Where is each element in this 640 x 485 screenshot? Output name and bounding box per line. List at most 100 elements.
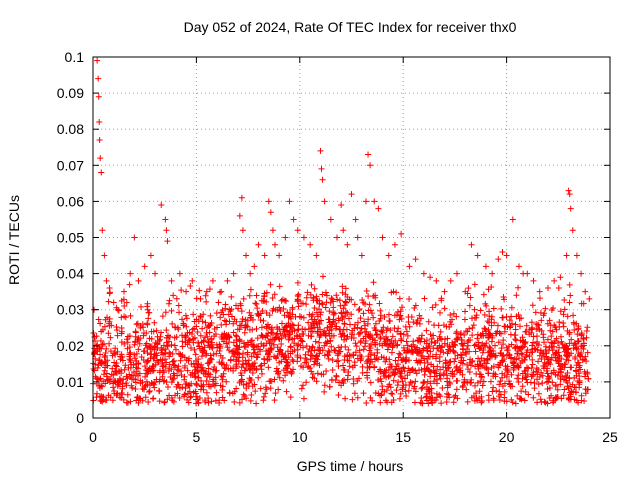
- data-point: [94, 57, 101, 64]
- data-point: [247, 270, 254, 277]
- data-point: [405, 387, 412, 394]
- data-point: [96, 393, 103, 400]
- data-point: [253, 325, 260, 332]
- data-point: [350, 351, 357, 358]
- data-point: [549, 379, 556, 386]
- data-point: [380, 370, 387, 377]
- data-point: [369, 335, 376, 342]
- data-point: [471, 314, 478, 321]
- data-point: [171, 362, 178, 369]
- data-point: [143, 340, 150, 347]
- data-point: [249, 326, 256, 333]
- data-point: [532, 346, 539, 353]
- data-point: [191, 370, 198, 377]
- data-point: [340, 305, 347, 312]
- data-point: [98, 383, 105, 390]
- data-point: [156, 398, 163, 405]
- data-point: [283, 363, 290, 370]
- data-point: [381, 314, 388, 321]
- data-point: [417, 338, 424, 345]
- data-point: [230, 353, 237, 360]
- data-point: [398, 374, 405, 381]
- data-point: [508, 371, 515, 378]
- data-point: [379, 329, 386, 336]
- data-point: [327, 216, 334, 223]
- data-point: [335, 344, 342, 351]
- data-point: [327, 299, 334, 306]
- data-point: [430, 332, 437, 339]
- data-point: [244, 317, 251, 324]
- data-point: [363, 328, 370, 335]
- data-point: [497, 391, 504, 398]
- data-point: [154, 345, 161, 352]
- data-point: [437, 393, 444, 400]
- data-point: [571, 374, 578, 381]
- data-point: [318, 371, 325, 378]
- data-point: [269, 294, 276, 301]
- data-point: [523, 322, 530, 329]
- data-point: [462, 308, 469, 315]
- data-point: [219, 386, 226, 393]
- data-point: [263, 298, 270, 305]
- data-point: [528, 364, 535, 371]
- data-point: [225, 347, 232, 354]
- data-point: [396, 395, 403, 402]
- data-point: [236, 351, 243, 358]
- data-point: [533, 365, 540, 372]
- data-point: [584, 349, 591, 356]
- data-point: [451, 341, 458, 348]
- data-point: [427, 274, 434, 281]
- data-point: [330, 311, 337, 318]
- data-point: [530, 369, 537, 376]
- data-point: [440, 322, 447, 329]
- data-point: [357, 352, 364, 359]
- data-point: [516, 323, 523, 330]
- data-point: [166, 365, 173, 372]
- data-point: [323, 292, 330, 299]
- data-point: [566, 340, 573, 347]
- data-point: [124, 339, 131, 346]
- data-point: [364, 360, 371, 367]
- data-point: [391, 325, 398, 332]
- data-point: [169, 320, 176, 327]
- data-point: [528, 373, 535, 380]
- data-point: [367, 394, 374, 401]
- data-point: [583, 358, 590, 365]
- data-point: [396, 350, 403, 357]
- data-point: [197, 312, 204, 319]
- data-point: [364, 372, 371, 379]
- data-point: [264, 356, 271, 363]
- data-point: [266, 312, 273, 319]
- data-point: [225, 311, 232, 318]
- data-point: [452, 355, 459, 362]
- data-point: [533, 326, 540, 333]
- data-point: [465, 285, 472, 292]
- data-point: [216, 359, 223, 366]
- data-point: [517, 395, 524, 402]
- data-point: [164, 396, 171, 403]
- data-point: [289, 356, 296, 363]
- data-point: [433, 370, 440, 377]
- data-point: [478, 373, 485, 380]
- data-point: [387, 364, 394, 371]
- data-point: [584, 324, 591, 331]
- data-point: [311, 304, 318, 311]
- data-point: [410, 341, 417, 348]
- data-point: [118, 325, 125, 332]
- data-point: [413, 370, 420, 377]
- data-point: [199, 353, 206, 360]
- data-point: [321, 382, 328, 389]
- data-point: [571, 384, 578, 391]
- data-point: [304, 289, 311, 296]
- data-point: [103, 277, 110, 284]
- data-point: [566, 375, 573, 382]
- data-point: [508, 304, 515, 311]
- data-point: [298, 314, 305, 321]
- data-point: [319, 176, 326, 183]
- data-point: [212, 397, 219, 404]
- data-point: [103, 396, 110, 403]
- data-point: [195, 318, 202, 325]
- data-point: [116, 394, 123, 401]
- data-point: [249, 341, 256, 348]
- data-point: [220, 370, 227, 377]
